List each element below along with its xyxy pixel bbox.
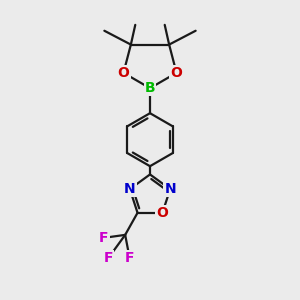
Text: O: O [171, 66, 182, 80]
Text: F: F [125, 251, 134, 265]
Text: F: F [103, 251, 113, 266]
Text: B: B [145, 81, 155, 95]
Text: F: F [99, 231, 109, 245]
Text: O: O [118, 66, 129, 80]
Text: O: O [157, 206, 168, 220]
Text: N: N [124, 182, 136, 196]
Text: N: N [164, 182, 176, 196]
